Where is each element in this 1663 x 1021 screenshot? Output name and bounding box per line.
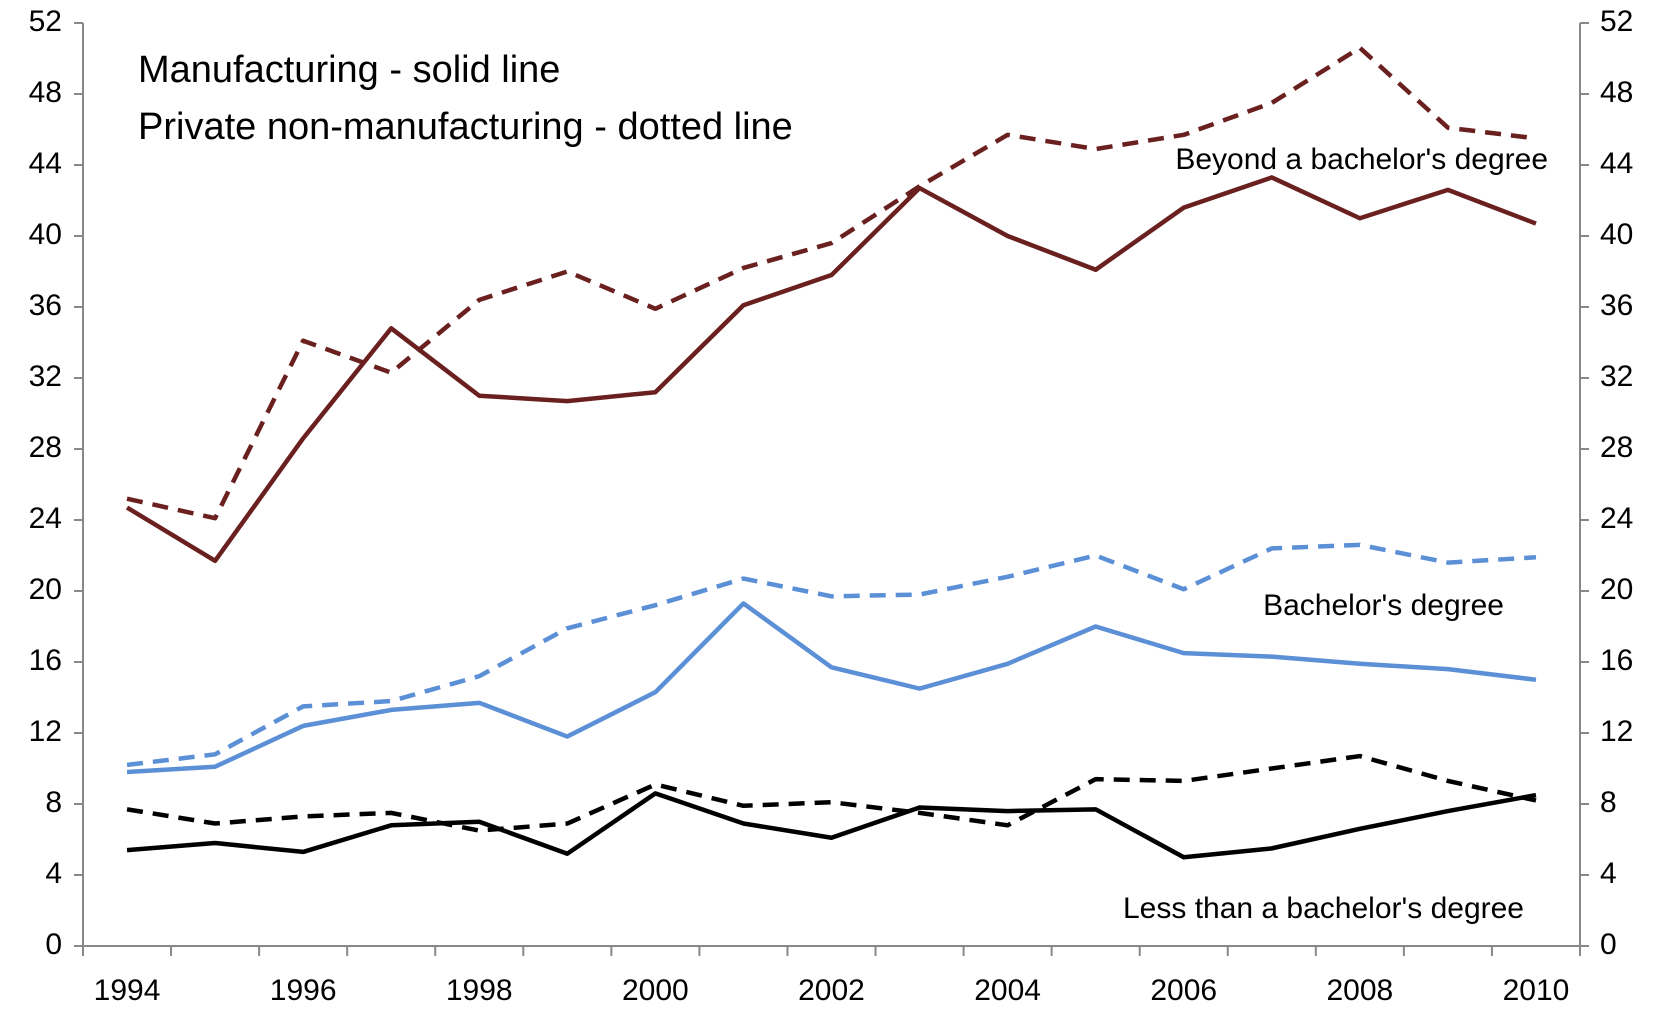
series-line [126,791,1537,860]
x-tick-label: 2010 [1503,974,1570,1007]
y2-tick-label: 40 [1600,218,1633,251]
series-line [126,542,1537,768]
y2-tick-label: 32 [1600,360,1633,393]
y2-tick-label: 8 [1600,786,1617,819]
x-tick-label: 2006 [1150,974,1217,1007]
x-tick-label: 1994 [94,974,161,1007]
y-tick-label: 0 [45,928,62,961]
y-tick-label: 20 [29,573,62,606]
annotation: Manufacturing - solid line [138,49,560,91]
y2-tick-label: 24 [1600,502,1633,535]
y2-tick-label: 20 [1600,573,1633,606]
y2-tick-label: 12 [1600,715,1633,748]
y2-tick-label: 0 [1600,928,1617,961]
y-tick-label: 12 [29,715,62,748]
series-line [126,753,1537,833]
y2-tick-label: 48 [1600,76,1633,109]
x-tick-label: 2004 [974,974,1041,1007]
y-tick-label: 36 [29,289,62,322]
annotation: Less than a bachelor's degree [1123,892,1524,925]
y-tick-label: 52 [29,5,62,38]
y2-tick-label: 36 [1600,289,1633,322]
y-tick-label: 48 [29,76,62,109]
y-tick-label: 16 [29,644,62,677]
y2-tick-label: 28 [1600,431,1633,464]
y-tick-label: 28 [29,431,62,464]
x-tick-label: 1998 [446,974,513,1007]
x-tick-label: 2002 [798,974,865,1007]
y-tick-label: 8 [45,786,62,819]
y2-tick-label: 44 [1600,147,1633,180]
annotation: Private non-manufacturing - dotted line [138,106,793,148]
x-tick-label: 2000 [622,974,689,1007]
y2-tick-label: 4 [1600,857,1617,890]
annotation: Beyond a bachelor's degree [1175,143,1548,176]
y-tick-label: 24 [29,502,62,535]
y-tick-label: 44 [29,147,62,180]
annotation: Bachelor's degree [1263,589,1504,622]
y2-tick-label: 16 [1600,644,1633,677]
y-tick-label: 4 [45,857,62,890]
series-line [125,175,1537,564]
series-line [126,601,1537,775]
y-tick-label: 32 [29,360,62,393]
y2-tick-label: 52 [1600,5,1633,38]
y-tick-label: 40 [29,218,62,251]
series-line [126,45,1537,521]
x-tick-label: 2008 [1326,974,1393,1007]
x-tick-label: 1996 [270,974,337,1007]
